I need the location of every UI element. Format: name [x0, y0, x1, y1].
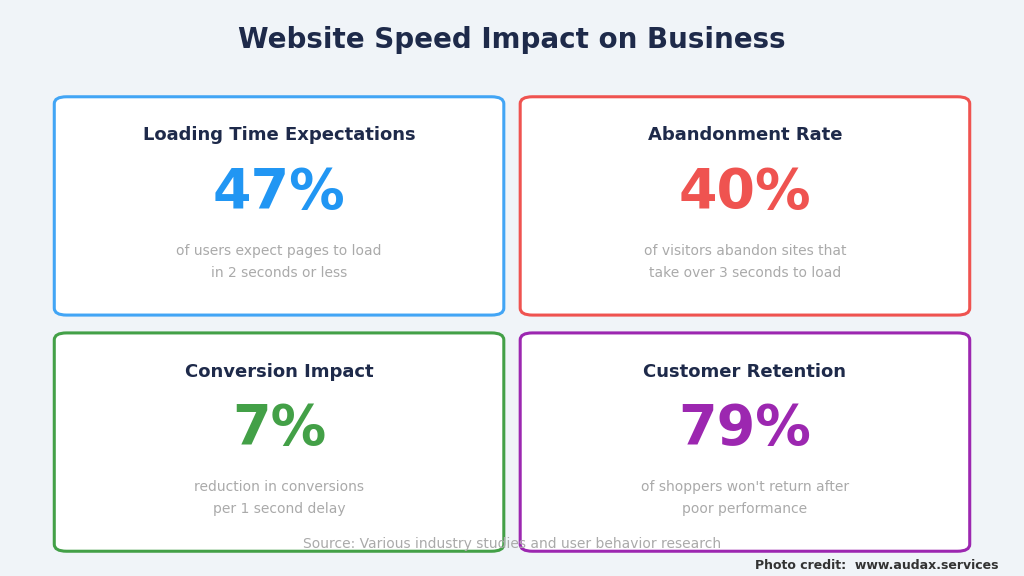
- Text: 47%: 47%: [213, 166, 345, 220]
- Text: Customer Retention: Customer Retention: [643, 362, 847, 381]
- FancyBboxPatch shape: [54, 333, 504, 551]
- Text: reduction in conversions
per 1 second delay: reduction in conversions per 1 second de…: [194, 480, 365, 516]
- FancyBboxPatch shape: [54, 97, 504, 315]
- Text: of shoppers won't return after
poor performance: of shoppers won't return after poor perf…: [641, 480, 849, 516]
- Text: Photo credit:  www.audax.services: Photo credit: www.audax.services: [755, 559, 998, 572]
- FancyBboxPatch shape: [520, 333, 970, 551]
- Text: Loading Time Expectations: Loading Time Expectations: [142, 126, 416, 145]
- Text: 7%: 7%: [231, 402, 327, 456]
- Text: Conversion Impact: Conversion Impact: [184, 362, 374, 381]
- Text: 40%: 40%: [679, 166, 811, 220]
- Text: 79%: 79%: [679, 402, 811, 456]
- Text: of visitors abandon sites that
take over 3 seconds to load: of visitors abandon sites that take over…: [644, 244, 846, 280]
- FancyBboxPatch shape: [520, 97, 970, 315]
- Text: of users expect pages to load
in 2 seconds or less: of users expect pages to load in 2 secon…: [176, 244, 382, 280]
- Text: Website Speed Impact on Business: Website Speed Impact on Business: [239, 26, 785, 54]
- Text: Abandonment Rate: Abandonment Rate: [648, 126, 842, 145]
- Text: Source: Various industry studies and user behavior research: Source: Various industry studies and use…: [303, 537, 721, 551]
